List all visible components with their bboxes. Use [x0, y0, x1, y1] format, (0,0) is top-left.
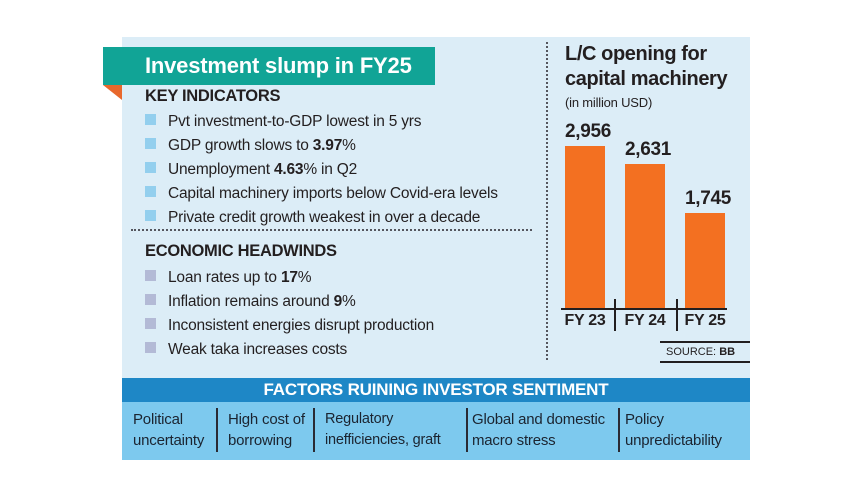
- source-note: SOURCE: BB: [660, 341, 750, 363]
- x-axis-tick: [614, 299, 616, 331]
- factor-item: Political uncertainty: [133, 411, 205, 449]
- section-divider-dotted: [131, 229, 532, 231]
- list-item-text: GDP growth slows to 3.97%: [168, 137, 356, 154]
- list-item-text: Pvt investment-to-GDP lowest in 5 yrs: [168, 113, 422, 130]
- list-item: Private credit growth weakest in over a …: [145, 208, 545, 228]
- page-title: Investment slump in FY25: [145, 53, 412, 78]
- list-item: Pvt investment-to-GDP lowest in 5 yrs: [145, 112, 545, 132]
- list-item: Capital machinery imports below Covid-er…: [145, 184, 545, 204]
- bullet-square-icon: [145, 318, 156, 329]
- bullet-square-icon: [145, 210, 156, 221]
- factor-divider: [466, 408, 468, 452]
- bar-group-fy25: 1,745: [685, 188, 731, 309]
- category-label-fy24: FY 24: [624, 312, 666, 329]
- list-item: GDP growth slows to 3.97%: [145, 136, 545, 156]
- list-item: Inflation remains around 9%: [145, 292, 545, 312]
- bullet-square-icon: [145, 138, 156, 149]
- factor-item: Policy unpredictability: [625, 411, 722, 449]
- title-ribbon: Investment slump in FY25: [103, 47, 435, 85]
- bar-group-fy24: 2,631: [625, 139, 671, 309]
- x-axis-line: [561, 308, 727, 310]
- list-item-text: Loan rates up to 17%: [168, 269, 312, 286]
- chart-title: L/C opening for capital machinery: [565, 43, 728, 90]
- chart-divider-dotted: [546, 42, 548, 360]
- list-item: Weak taka increases costs: [145, 340, 545, 360]
- bullet-square-icon: [145, 162, 156, 173]
- bar-value-label: 2,956: [565, 121, 612, 142]
- bullet-square-icon: [145, 114, 156, 125]
- bar-group-fy23: 2,956: [565, 121, 611, 309]
- bar-value-label: 2,631: [625, 139, 672, 160]
- bullet-square-icon: [145, 270, 156, 281]
- list-item-text: Inflation remains around 9%: [168, 293, 356, 310]
- factor-item: High cost of borrowing: [228, 411, 305, 449]
- list-item-text: Capital machinery imports below Covid-er…: [168, 185, 498, 202]
- ribbon-fold-icon: [103, 85, 122, 100]
- list-item-text: Private credit growth weakest in over a …: [168, 209, 481, 226]
- bar-fy25: [685, 213, 725, 309]
- factor-divider: [216, 408, 218, 452]
- x-axis-tick: [676, 299, 678, 331]
- list-item: Unemployment 4.63% in Q2: [145, 160, 545, 180]
- key-indicators-heading: KEY INDICATORS: [145, 87, 281, 105]
- bar-fy23: [565, 146, 605, 309]
- list-item: Loan rates up to 17%: [145, 268, 545, 288]
- factor-divider: [313, 408, 315, 452]
- bullet-square-icon: [145, 294, 156, 305]
- factor-divider: [618, 408, 620, 452]
- bullet-square-icon: [145, 342, 156, 353]
- factors-heading: FACTORS RUINING INVESTOR SENTIMENT: [122, 378, 750, 402]
- factor-item: Global and domestic macro stress: [472, 411, 605, 449]
- bullet-square-icon: [145, 186, 156, 197]
- factors-band: Political uncertainty High cost of borro…: [122, 402, 750, 460]
- list-item-text: Unemployment 4.63% in Q2: [168, 161, 358, 178]
- list-item-text: Inconsistent energies disrupt production: [168, 317, 434, 334]
- bar-fy24: [625, 164, 665, 309]
- category-label-fy25: FY 25: [684, 312, 726, 329]
- category-label-fy23: FY 23: [564, 312, 606, 329]
- factor-item: Regulatory inefficiencies, graft: [325, 411, 441, 448]
- list-item-text: Weak taka increases costs: [168, 341, 348, 358]
- economic-headwinds-heading: ECONOMIC HEADWINDS: [145, 242, 337, 260]
- bar-value-label: 1,745: [685, 188, 732, 209]
- list-item: Inconsistent energies disrupt production: [145, 316, 545, 336]
- chart-unit-label: (in million USD): [565, 95, 653, 110]
